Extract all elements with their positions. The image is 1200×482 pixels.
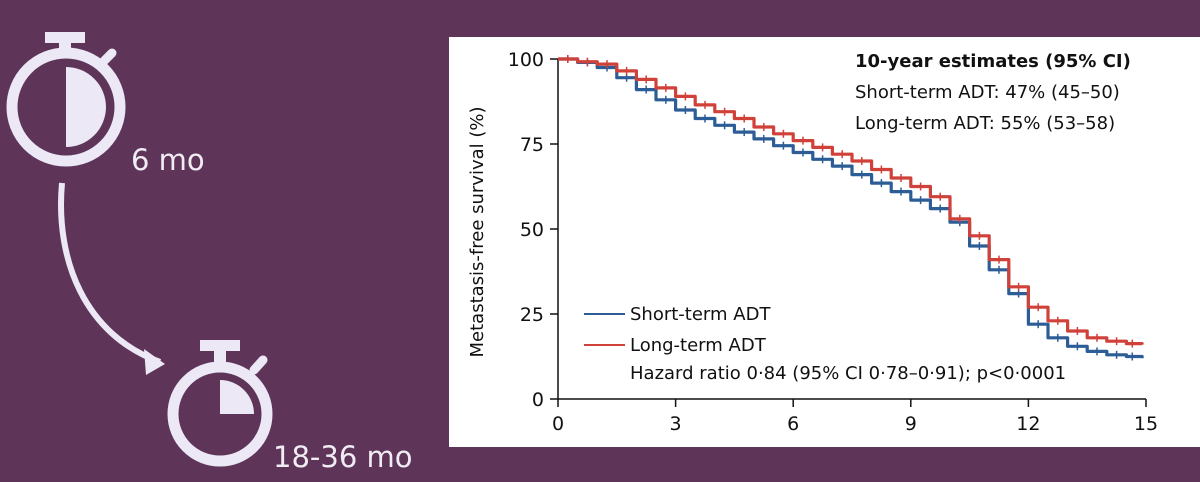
x-tick-label: 15 xyxy=(1134,413,1158,435)
legend-entry-short: Short-term ADT xyxy=(630,304,771,325)
y-axis-label: Metastasis-free survival (%) xyxy=(467,106,488,357)
stopwatch-stem xyxy=(214,348,226,362)
stopwatch-icon-short xyxy=(6,32,126,167)
stopwatch-icon-long xyxy=(167,340,273,467)
estimate-long: Long-term ADT: 55% (53–58) xyxy=(855,113,1115,134)
stopwatch-illustration xyxy=(6,32,273,467)
estimate-short: Short-term ADT: 47% (45–50) xyxy=(855,82,1120,103)
short-duration-label: 6 mo xyxy=(131,143,205,177)
stopwatch-fill-quarter xyxy=(220,380,254,414)
chart-curves xyxy=(558,55,1144,361)
stopwatch-ring xyxy=(6,47,126,167)
y-tick-label: 100 xyxy=(508,49,544,71)
curved-arrow-icon xyxy=(58,182,162,365)
chart-panel: 0 25 50 75 100 0 3 6 9 12 15 Metastasis-free survi… xyxy=(449,37,1200,447)
x-tick-label: 0 xyxy=(552,413,564,435)
hazard-ratio-note: Hazard ratio 0·84 (95% CI 0·78–0·91); p<… xyxy=(630,363,1066,384)
long-duration-label: 18-36 mo xyxy=(273,440,413,474)
y-tick-label: 25 xyxy=(520,304,544,326)
y-tick-label: 75 xyxy=(520,134,544,156)
legend-entry-long: Long-term ADT xyxy=(630,335,767,356)
chart-axes: 0 25 50 75 100 0 3 6 9 12 15 xyxy=(508,49,1158,435)
stopwatch-ring xyxy=(167,361,273,467)
stopwatch-fill-half xyxy=(66,67,106,147)
x-tick-label: 12 xyxy=(1016,413,1040,435)
x-tick-label: 9 xyxy=(905,413,917,435)
y-tick-label: 0 xyxy=(532,389,544,411)
series-line-short-term xyxy=(558,57,1144,359)
estimates-title: 10-year estimates (95% CI) xyxy=(855,51,1131,72)
series-line-long-term xyxy=(558,57,1144,346)
stopwatch-button xyxy=(249,355,268,375)
stopwatch-crown xyxy=(200,340,240,351)
y-tick-label: 50 xyxy=(520,219,544,241)
survival-chart: 0 25 50 75 100 0 3 6 9 12 15 Metastasis-free survi… xyxy=(467,49,1158,435)
x-tick-label: 6 xyxy=(787,413,799,435)
stopwatch-crown xyxy=(45,32,85,43)
x-tick-label: 3 xyxy=(670,413,682,435)
arrow-head-icon xyxy=(144,349,165,375)
